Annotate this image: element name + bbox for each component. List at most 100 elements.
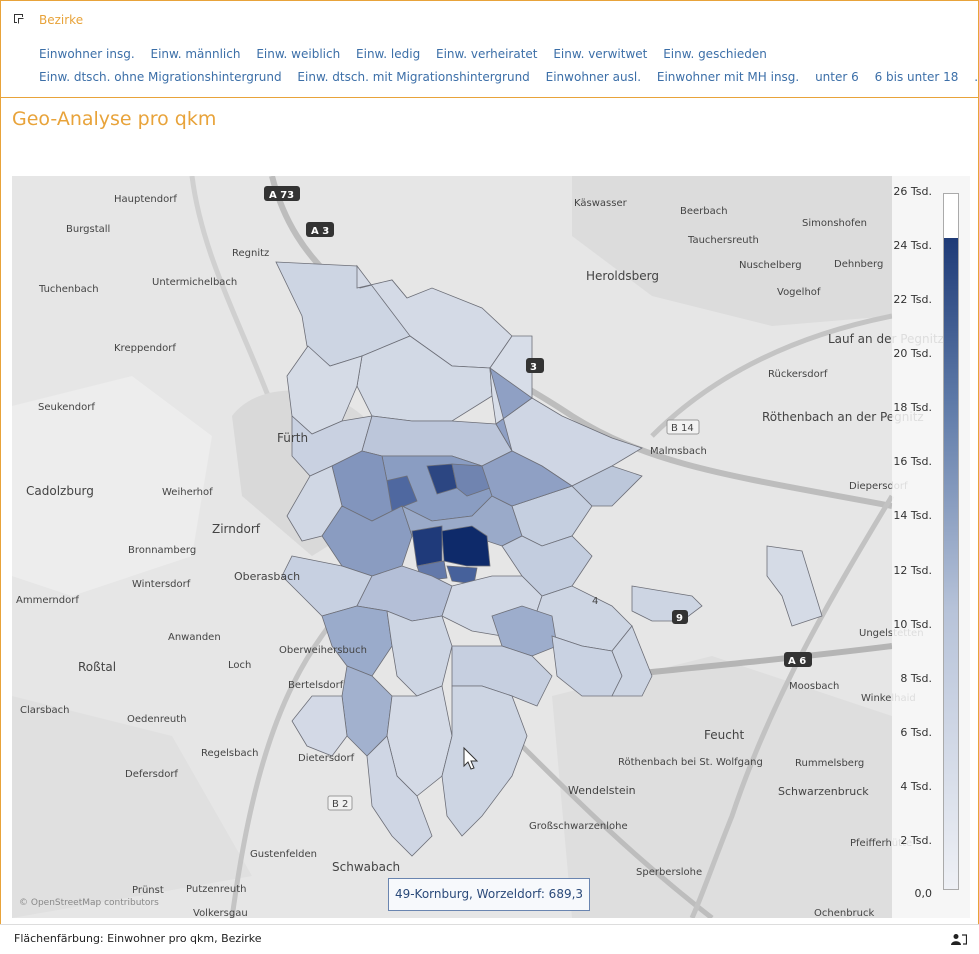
place-label: Defersdorf: [125, 769, 178, 780]
place-label: Dehnberg: [834, 259, 883, 270]
place-label: Roßtal: [78, 660, 116, 674]
place-labels: Hauptendorf Burgstall Regnitz Tuchenbach…: [16, 194, 944, 918]
tab-einwohner-ausl[interactable]: Einwohner ausl.: [545, 70, 642, 84]
place-label: Käswasser: [574, 198, 628, 209]
place-label: Malmsbach: [650, 446, 707, 457]
place-label: Wendelstein: [568, 784, 636, 797]
place-label: Ochenbruck: [814, 908, 874, 918]
place-label: Untermichelbach: [152, 277, 237, 288]
legend-tick: 26 Tsd.: [893, 185, 932, 198]
tab-einwohner-insg[interactable]: Einwohner insg.: [39, 47, 135, 61]
place-label: Prünst: [132, 885, 164, 896]
legend-tick: 20 Tsd.: [893, 347, 932, 360]
road-label-b14: B 14: [671, 423, 694, 434]
tab-6-bis-unter-18[interactable]: 6 bis unter 18: [874, 70, 959, 84]
place-label: Großschwarzenlohe: [529, 821, 628, 832]
place-label: Seukendorf: [38, 402, 95, 413]
choropleth-map[interactable]: A 73 A 3 A 6 B 14 B 2 3 4 9 Hauptendorf …: [12, 176, 970, 918]
panel-title: Bezirke: [39, 13, 84, 27]
place-label: Schwarzenbruck: [778, 785, 869, 798]
tab-einw-maennlich[interactable]: Einw. männlich: [150, 47, 241, 61]
district-tooltip: 49-Kornburg, Worzeldorf: 689,3: [388, 878, 590, 911]
place-label: Ungelstetten: [859, 628, 924, 639]
place-label: Sperberslohe: [636, 867, 702, 878]
place-label: Oberasbach: [234, 570, 300, 583]
place-label: Bronnamberg: [128, 545, 196, 556]
place-label: Tauchersreuth: [687, 235, 759, 246]
place-label: Tuchenbach: [38, 284, 99, 295]
place-label: Vogelhof: [777, 287, 821, 298]
place-label: Schwabach: [332, 860, 400, 874]
legend-tick: 0,0: [914, 887, 933, 900]
map-canvas[interactable]: A 73 A 3 A 6 B 14 B 2 3 4 9 Hauptendorf …: [12, 176, 970, 918]
mouse-cursor-icon: [463, 746, 479, 770]
road-label-b2: B 2: [332, 799, 348, 810]
place-label: Clarsbach: [20, 705, 70, 716]
place-label: Regnitz: [232, 248, 269, 259]
tab-unter-6[interactable]: unter 6: [815, 70, 859, 84]
legend-tick: 18 Tsd.: [893, 401, 932, 414]
place-label: Loch: [228, 660, 251, 671]
place-label: Fürth: [277, 431, 308, 445]
place-label: Röthenbach an der Pegnitz: [762, 410, 924, 424]
districts-panel: Bezirke Einwohner insg. Einw. männlich E…: [0, 0, 979, 98]
place-label: Nuschelberg: [739, 260, 802, 271]
tabs-more-button[interactable]: . . .: [974, 70, 979, 84]
place-label: Diepersdorf: [849, 481, 908, 492]
tab-dtsch-ohne-mh[interactable]: Einw. dtsch. ohne Migrationshintergrund: [39, 70, 282, 84]
legend-tick: 24 Tsd.: [893, 239, 932, 252]
place-label: Feucht: [704, 728, 744, 742]
tab-einw-geschieden[interactable]: Einw. geschieden: [663, 47, 767, 61]
place-label: Weiherhof: [162, 487, 213, 498]
place-label: Dietersdorf: [298, 753, 355, 764]
geo-analysis-panel: Geo-Analyse pro qkm: [0, 96, 979, 924]
legend-tick: 14 Tsd.: [893, 509, 932, 522]
road-label-4: 4: [592, 596, 598, 607]
place-label: Röthenbach bei St. Wolfgang: [618, 757, 763, 768]
place-label: Cadolzburg: [26, 484, 94, 498]
tab-einw-ledig[interactable]: Einw. ledig: [356, 47, 421, 61]
user-settings-icon[interactable]: [951, 933, 967, 945]
place-label: Gustenfelden: [250, 849, 317, 860]
place-label: Bertelsdorf: [288, 680, 344, 691]
metric-tabs-row-2: Einw. dtsch. ohne Migrationshintergrund …: [39, 70, 979, 84]
place-label: Heroldsberg: [586, 269, 659, 283]
place-label: Putzenreuth: [186, 884, 247, 895]
tab-einw-verheiratet[interactable]: Einw. verheiratet: [436, 47, 538, 61]
place-label: Volkersgau: [193, 908, 248, 918]
legend-tick: 22 Tsd.: [893, 293, 932, 306]
collapse-icon[interactable]: [14, 14, 24, 24]
place-label: Rückersdorf: [768, 369, 828, 380]
place-label: Ammerndorf: [16, 595, 79, 606]
metric-tabs-row-1: Einwohner insg. Einw. männlich Einw. wei…: [39, 47, 779, 61]
map-attribution[interactable]: © OpenStreetMap contributors: [19, 898, 159, 908]
legend-tick: 8 Tsd.: [900, 672, 932, 685]
legend-tick: 12 Tsd.: [893, 564, 932, 577]
status-footer: Flächenfärbung: Einwohner pro qkm, Bezir…: [0, 924, 979, 954]
place-label: Winkelhaid: [861, 693, 916, 704]
place-label: Oberweihersbuch: [279, 645, 367, 656]
legend-color-bar: [943, 193, 959, 890]
tab-dtsch-mit-mh[interactable]: Einw. dtsch. mit Migrationshintergrund: [297, 70, 530, 84]
place-label: Rummelsberg: [795, 758, 864, 769]
place-label: Zirndorf: [212, 522, 261, 536]
district-polygons[interactable]: [275, 261, 823, 857]
legend-tick: 10 Tsd.: [893, 618, 932, 631]
place-label: Oedenreuth: [127, 714, 187, 725]
road-label-a73: A 73: [269, 190, 294, 201]
tab-einw-verwitwet[interactable]: Einw. verwitwet: [553, 47, 648, 61]
road-label-9: 9: [676, 613, 683, 624]
place-label: Regelsbach: [201, 748, 258, 759]
road-label-3: 3: [530, 362, 537, 373]
road-shields: A 73 A 3 A 6 B 14 B 2 3 4 9: [264, 186, 812, 811]
tab-einwohner-mh-insg[interactable]: Einwohner mit MH insg.: [656, 70, 800, 84]
legend-tick: 16 Tsd.: [893, 455, 932, 468]
road-label-a3: A 3: [311, 226, 329, 237]
legend-tick: 4 Tsd.: [900, 780, 932, 793]
place-label: Wintersdorf: [132, 579, 191, 590]
place-label: Kreppendorf: [114, 343, 176, 354]
road-label-a6: A 6: [788, 656, 806, 667]
place-label: Beerbach: [680, 206, 728, 217]
tab-einw-weiblich[interactable]: Einw. weiblich: [256, 47, 341, 61]
place-label: Pfeifferhütte: [850, 838, 912, 849]
